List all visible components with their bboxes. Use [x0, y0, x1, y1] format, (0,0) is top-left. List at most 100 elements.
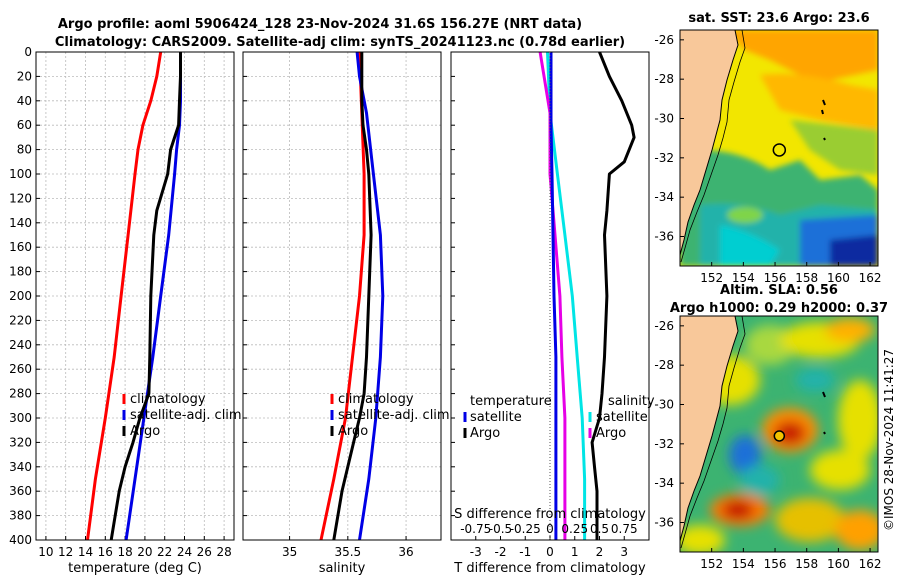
difference-xtick-label: 1 [571, 545, 579, 559]
sla-island [822, 391, 826, 435]
sla_map-ytick-label: -34 [654, 476, 674, 490]
difference-xtick-label: 3 [620, 545, 628, 559]
temperature-series-group [86, 52, 182, 540]
sla-map-title-line1: Altim. SLA: 0.56 [720, 283, 838, 298]
sla-coastline [680, 316, 739, 542]
difference-panel: -3 -2 -1 0 1 2 3 T difference from climatology S… [450, 51, 655, 576]
salinity-xtick-label: 35.5 [334, 545, 361, 559]
salinity-legend-label: satellite-adj. clim [338, 408, 450, 423]
temperature-legend-label: Argo [130, 424, 160, 439]
salinity-xtick-label: 36 [398, 545, 413, 559]
sla_map-xtick-label: 152 [700, 557, 723, 571]
sla_map-ytick-label: -36 [654, 516, 674, 530]
depth-tick-label: 120 [9, 191, 32, 205]
sst-coastline [680, 30, 739, 256]
figure-title-line2: Climatology: CARS2009. Satellite-adj cli… [55, 35, 625, 50]
sla_map-xtick-label: 160 [827, 557, 850, 571]
depth-tick-label: 260 [9, 362, 32, 376]
temperature-panel: 10 12 14 16 18 20 22 24 26 2802040608010012014016… [9, 45, 242, 576]
sst-land [680, 30, 738, 255]
difference-top-tick-label: -0.25 [510, 522, 541, 536]
difference-top-tick-label: 0.75 [611, 522, 638, 536]
difference-top-tick-label: -0.5 [489, 522, 512, 536]
depth-tick-label: 340 [9, 460, 32, 474]
temperature-xtick-label: 20 [137, 545, 152, 559]
temperature-xtick-label: 18 [117, 545, 132, 559]
depth-tick-label: 0 [24, 45, 32, 59]
depth-tick-label: 40 [17, 94, 32, 108]
sst_map-ytick-label: -28 [654, 72, 674, 86]
difference-top-label: S difference from climatology [454, 507, 646, 522]
depth-tick-label: 80 [17, 143, 32, 157]
sst-field [680, 30, 878, 266]
depth-tick-label: 380 [9, 509, 32, 523]
depth-tick-label: 400 [9, 533, 32, 547]
salinity-frame [242, 51, 442, 541]
depth-tick-label: 140 [9, 216, 32, 230]
depth-tick-label: 20 [17, 69, 32, 83]
temperature-xtick-label: 10 [38, 545, 53, 559]
sst_map-ytick-label: -32 [654, 151, 674, 165]
sst-argo-marker [772, 143, 787, 157]
depth-tick-label: 200 [9, 289, 32, 303]
temperature-line-argo [109, 52, 182, 540]
depth-tick-label: 160 [9, 240, 32, 254]
temperature-xtick-label: 28 [216, 545, 231, 559]
depth-tick-label: 360 [9, 484, 32, 498]
temperature-xtick-label: 14 [78, 545, 93, 559]
temperature-line-climatology [86, 52, 163, 540]
salinity-legend-label: Argo [338, 424, 368, 439]
difference-legend-label: Argo [470, 426, 500, 441]
depth-tick-label: 320 [9, 435, 32, 449]
difference-legend-label: Argo [596, 426, 626, 441]
sla-argo-marker [773, 430, 786, 442]
depth-tick-label: 300 [9, 411, 32, 425]
temperature-xtick-label: 26 [197, 545, 212, 559]
difference-top-tick-label: 0.5 [590, 522, 609, 536]
salinity-panel: 35 35.5 36 salinity climatologysatellite-adj… [242, 51, 450, 576]
sla_map-ytick-label: -32 [654, 437, 674, 451]
depth-tick-label: 220 [9, 313, 32, 327]
copyright-timestamp: ©IMOS 28-Nov-2024 11:41:27 [882, 349, 896, 531]
salinity-line-climatology [319, 52, 366, 540]
sla_map-xtick-label: 156 [764, 557, 787, 571]
sst-shelf-contour [680, 30, 746, 263]
depth-tick-label: 100 [9, 167, 32, 181]
salinity-series-group [319, 52, 385, 540]
sst-map: sat. SST: 23.6 Argo: 23.6 152 154 156 158 16… [654, 11, 881, 285]
temperature-xtick-label: 12 [58, 545, 73, 559]
sst_map-xtick-label: 160 [827, 271, 850, 285]
sst-island [821, 99, 826, 141]
depth-tick-label: 60 [17, 118, 32, 132]
difference-xtick-label: -2 [495, 545, 507, 559]
difference-xlabel: T difference from climatology [453, 561, 646, 576]
temperature-legend-label: satellite-adj. clim [130, 408, 242, 423]
salinity-line-argo [332, 52, 373, 540]
depth-tick-label: 180 [9, 265, 32, 279]
sla_map-xtick-label: 154 [732, 557, 755, 571]
temperature-xtick-label: 16 [98, 545, 113, 559]
difference-line-s-argo [549, 52, 558, 540]
sla_map-xtick-label: 158 [795, 557, 818, 571]
sla-map: Altim. SLA: 0.56 Argo h1000: 0.29 h2000:… [654, 283, 888, 571]
difference-line-t-argo [590, 52, 636, 540]
difference-top-tick-label: -0.75 [460, 522, 491, 536]
difference-legend-title-temperature: temperature [470, 394, 552, 409]
sst_map-ytick-label: -34 [654, 190, 674, 204]
sst_map-ytick-label: -36 [654, 230, 674, 244]
difference-top-tick-label: 0 [546, 522, 554, 536]
salinity-legend-label: climatology [338, 392, 414, 407]
figure-title-line1: Argo profile: aoml 5906424_128 23-Nov-20… [58, 17, 582, 32]
difference-top-tick-label: 0.25 [561, 522, 588, 536]
sst_map-xtick-label: 152 [700, 271, 723, 285]
sst_map-xtick-label: 154 [732, 271, 755, 285]
temperature-xlabel: temperature (deg C) [68, 561, 202, 576]
salinity-xtick-label: 35 [282, 545, 297, 559]
sla_map-xtick-label: 162 [859, 557, 882, 571]
difference-series-group [538, 52, 636, 540]
difference-xtick-label: 0 [546, 545, 554, 559]
temperature-legend-label: climatology [130, 392, 206, 407]
temperature-frame [35, 51, 235, 541]
sla-shelf-contour [680, 316, 746, 549]
